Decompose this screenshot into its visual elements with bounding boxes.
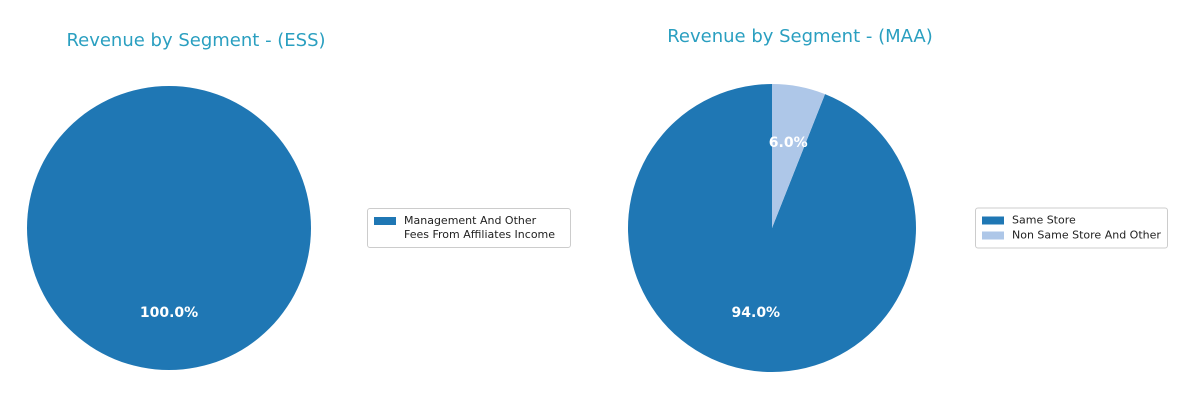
slice-label: 100.0% [140,305,198,321]
legend-swatch [982,231,1004,240]
slice-label: 94.0% [732,305,781,321]
legend-swatch [374,217,396,225]
legend-swatch [982,216,1004,225]
chart-title: Revenue by Segment - (MAA) [667,26,933,47]
legend-label: Same Store [1012,213,1076,227]
legend: Same Store Non Same Store And Other [975,207,1168,249]
slice-label: 6.0% [769,135,808,151]
legend-entry: Management And Other Fees From Affiliate… [374,214,564,242]
chart-title: Revenue by Segment - (ESS) [66,30,325,51]
pie-slice [27,86,311,370]
legend: Management And Other Fees From Affiliate… [367,208,571,248]
legend-label: Management And Other Fees From Affiliate… [404,214,556,241]
legend-label: Non Same Store And Other [1012,228,1161,242]
legend-entry: Same Store [982,214,1161,228]
legend-entry: Non Same Store And Other [982,229,1161,243]
pie-slice [772,84,826,228]
